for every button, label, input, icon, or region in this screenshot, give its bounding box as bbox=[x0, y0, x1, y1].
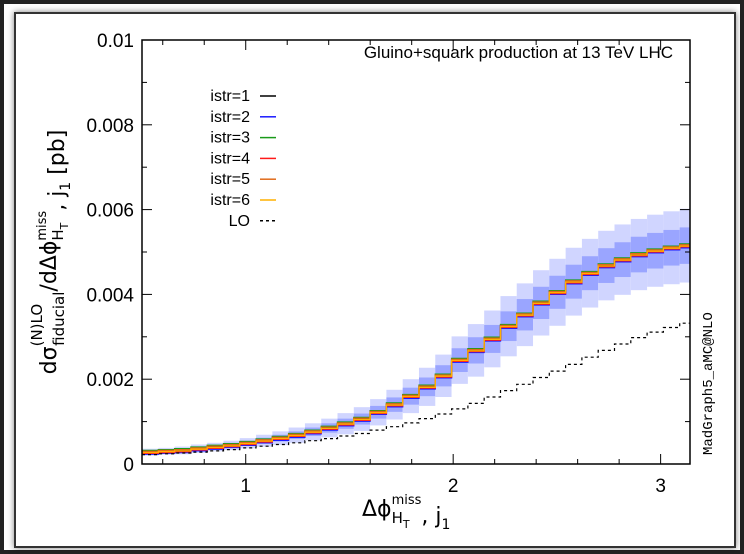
legend-label: istr=2 bbox=[210, 109, 250, 126]
y-axis-label: dσ(N)LO fiducial/dΔϕHTmiss, j1 [pb] bbox=[28, 130, 74, 375]
x-tick-label: 2 bbox=[448, 476, 459, 497]
series-lines bbox=[142, 243, 690, 456]
y-tick-label: 0 bbox=[123, 455, 134, 476]
x-axis-label: ΔϕHTmiss, j1 bbox=[362, 493, 450, 533]
y-tick-label: 0.006 bbox=[86, 201, 134, 222]
watermark: MadGraph5_aMC@NLO bbox=[701, 312, 717, 455]
y-tick-label: 0.01 bbox=[97, 31, 134, 52]
uncertainty-bands bbox=[142, 208, 690, 456]
legend-label: istr=1 bbox=[210, 88, 250, 105]
y-tick-label: 0.004 bbox=[86, 285, 134, 306]
series-line-istr-6 bbox=[142, 245, 690, 454]
legend: istr=1 istr=2 istr=3 istr=4 istr=5 istr=6 LO bbox=[210, 88, 276, 230]
legend-label: istr=3 bbox=[210, 130, 250, 147]
x-tick-label: 3 bbox=[655, 476, 666, 497]
axis-ticks: 1 2 3 0 0.002 0.004 0.006 0.008 0.01 bbox=[86, 31, 690, 497]
chart-title: Gluino+squark production at 13 TeV LHC bbox=[364, 43, 673, 62]
x-tick-label: 1 bbox=[240, 476, 251, 497]
series-line-lo bbox=[142, 322, 690, 456]
legend-label: istr=5 bbox=[210, 171, 250, 188]
legend-label: istr=6 bbox=[210, 192, 250, 209]
y-tick-label: 0.008 bbox=[86, 116, 134, 137]
y-tick-label: 0.002 bbox=[86, 370, 134, 391]
legend-label: LO bbox=[229, 213, 250, 230]
image-frame-inner bbox=[14, 12, 736, 548]
legend-label: istr=4 bbox=[210, 150, 250, 167]
